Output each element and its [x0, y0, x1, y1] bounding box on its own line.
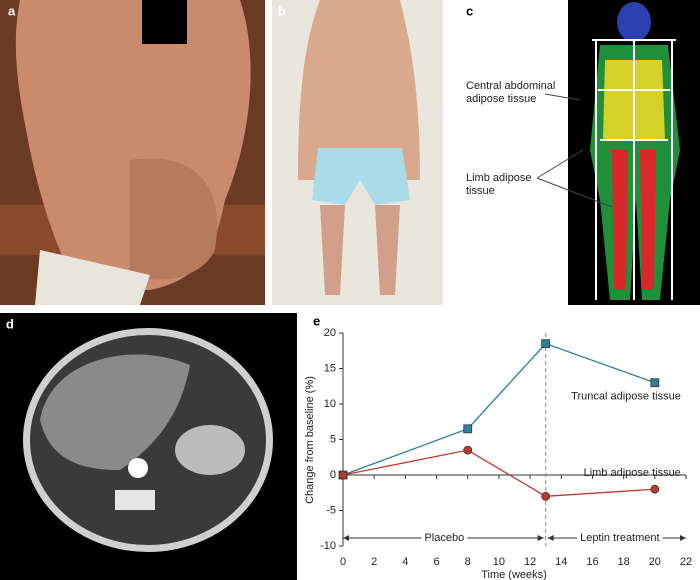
photo-a: [0, 0, 265, 305]
annotation: Limb adipose: [466, 172, 531, 184]
label-bg: [577, 531, 663, 544]
marker: [463, 445, 473, 455]
x-tick-label: 16: [586, 556, 598, 568]
y-tick-label: -10: [320, 540, 336, 552]
x-axis-label: Time (weeks): [481, 569, 547, 580]
marker: [541, 491, 551, 501]
photo-c: [568, 0, 700, 305]
panel-label: e: [313, 313, 320, 328]
x-tick-label: 4: [402, 556, 408, 568]
label-bg: [421, 531, 468, 544]
y-tick-label: -5: [326, 504, 336, 516]
x-tick-label: 12: [524, 556, 536, 568]
marker: [650, 484, 660, 494]
series-line: [342, 449, 655, 497]
phase-label: Placebo: [424, 532, 464, 544]
panel-label: d: [6, 316, 14, 331]
y-axis-label: Change from baseline (%): [304, 376, 316, 504]
x-tick-label: 10: [493, 556, 505, 568]
x-tick-label: 20: [649, 556, 661, 568]
y-tick-label: 15: [324, 362, 336, 374]
marker: [650, 378, 660, 388]
panel-label: b: [278, 3, 286, 18]
marker: [541, 339, 551, 349]
series-label: Limb adipose tissue: [584, 467, 681, 479]
y-tick-label: 20: [324, 327, 336, 339]
phase-label: Leptin treatment: [580, 532, 660, 544]
x-tick-label: 22: [680, 556, 692, 568]
y-tick-label: 0: [330, 469, 336, 481]
x-tick-label: 6: [433, 556, 439, 568]
series-line: [342, 342, 656, 476]
y-tick-label: 10: [324, 398, 336, 410]
panel-label: c: [466, 3, 473, 18]
panel-label: a: [8, 3, 16, 18]
marker: [338, 470, 348, 480]
annotation: adipose tissue: [466, 93, 536, 105]
x-tick-label: 0: [340, 556, 346, 568]
x-tick-label: 14: [555, 556, 567, 568]
leader-line: [536, 93, 613, 208]
photo-b: [272, 0, 443, 305]
y-tick-label: 5: [330, 433, 336, 445]
x-tick-label: 18: [618, 556, 630, 568]
annotation: Central abdominal: [466, 80, 555, 92]
annotation: tissue: [466, 185, 495, 197]
marker: [463, 424, 473, 434]
x-tick-label: 8: [465, 556, 471, 568]
series-label: Truncal adipose tissue: [571, 391, 681, 403]
photo-d: [0, 313, 297, 580]
x-tick-label: 2: [371, 556, 377, 568]
